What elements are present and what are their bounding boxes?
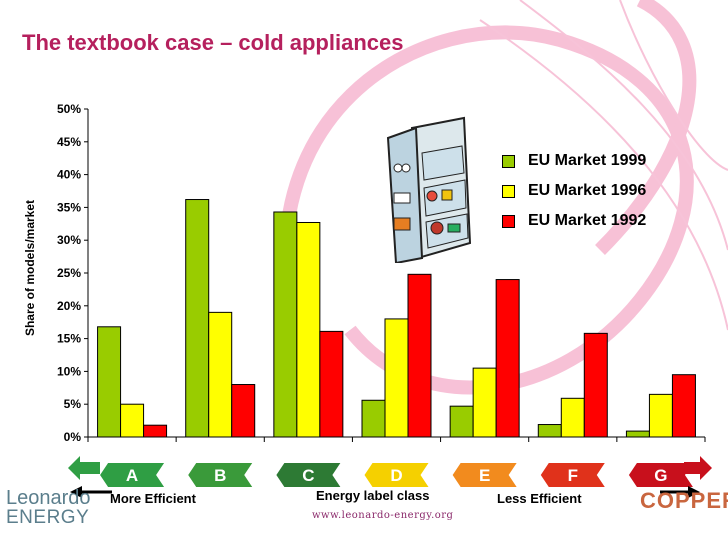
legend-swatch-1999 [502, 154, 515, 168]
bar-eu-market-1992-b [231, 384, 256, 438]
energy-class-badge [100, 463, 165, 487]
bar-eu-market-1996-b [208, 311, 233, 438]
x-tick-label: E [479, 466, 490, 485]
legend-item-1996: EU Market 1996 [502, 176, 646, 206]
slide-title: The textbook case – cold appliances [22, 30, 404, 55]
bar-eu-market-1992-a [143, 424, 168, 438]
y-tick-label: 10% [57, 364, 81, 378]
logo-line-2: ENERGY [6, 507, 90, 528]
chart-legend: EU Market 1999 EU Market 1996 EU Market … [502, 146, 646, 236]
x-tick-label: B [214, 466, 226, 485]
more-efficient-label: More Efficient [110, 491, 196, 506]
fridge-illustration [386, 116, 472, 263]
bar-eu-market-1992-c [319, 330, 344, 438]
legend-label-1996: EU Market 1996 [528, 182, 647, 199]
x-tick-label: G [654, 466, 667, 485]
energy-class-badge [188, 463, 253, 487]
footer-url: www.leonardo-energy.org [312, 510, 454, 521]
bar-eu-market-1999-a [97, 326, 122, 438]
legend-swatch-1992 [502, 214, 515, 228]
less-efficient-label: Less Efficient [497, 491, 582, 506]
y-tick-label: 45% [57, 135, 81, 149]
bar-eu-market-1996-c [296, 221, 321, 438]
legend-item-1992: EU Market 1992 [502, 206, 646, 236]
legend-label-1999: EU Market 1999 [528, 152, 647, 169]
x-axis-label: Energy label class [316, 488, 430, 503]
energy-class-badge [452, 463, 517, 487]
y-tick-label: 0% [64, 430, 82, 444]
energy-class-badge [364, 463, 429, 487]
bar-eu-market-1992-g [671, 374, 696, 438]
y-tick-label: 35% [57, 200, 81, 214]
x-tick-label: A [126, 466, 138, 485]
copper-logo: COPPER [640, 488, 728, 514]
x-tick-label: F [568, 466, 578, 485]
legend-swatch-1996 [502, 184, 515, 198]
legend-label-1992: EU Market 1992 [528, 212, 647, 229]
energy-class-badge [540, 463, 605, 487]
efficiency-arrows [68, 456, 712, 498]
y-tick-label: 20% [57, 299, 81, 313]
y-tick-label: 15% [57, 332, 81, 346]
energy-class-badge [628, 463, 693, 487]
y-tick-label: 50% [57, 102, 81, 116]
bar-eu-market-1992-f [583, 332, 608, 438]
y-tick-label: 25% [57, 266, 81, 280]
bar-eu-market-1992-d [407, 273, 432, 438]
energy-class-badge [276, 463, 341, 487]
y-tick-label: 30% [57, 233, 81, 247]
copper-logo-text: COPPER [640, 488, 728, 513]
x-tick-label: D [390, 466, 402, 485]
bar-eu-market-1992-e [495, 279, 520, 438]
x-tick-label: C [302, 466, 314, 485]
bar-eu-market-1996-a [120, 403, 145, 438]
legend-item-1999: EU Market 1999 [502, 146, 646, 176]
y-tick-label: 5% [64, 397, 82, 411]
y-tick-label: 40% [57, 168, 81, 182]
leonardo-energy-logo: Leonardo ENERGY [6, 488, 91, 528]
logo-line-1: Leonardo [6, 487, 91, 509]
